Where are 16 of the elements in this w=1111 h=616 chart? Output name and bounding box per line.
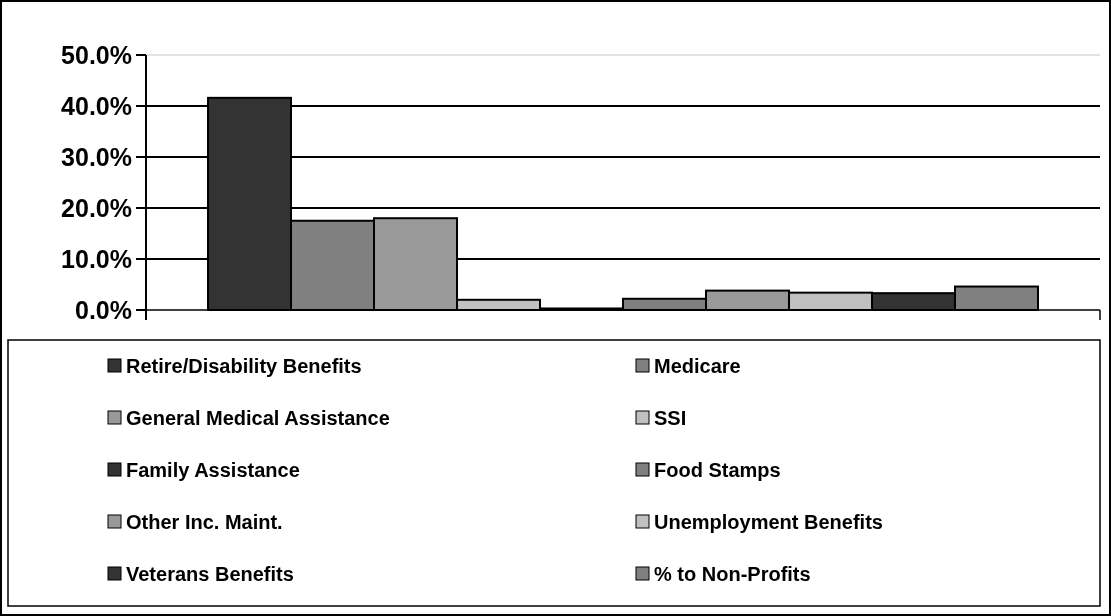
legend-label: % to Non-Profits: [654, 563, 811, 585]
y-tick-label: 30.0%: [61, 142, 132, 171]
y-tick-label: 20.0%: [61, 193, 132, 222]
legend-label: Veterans Benefits: [126, 563, 294, 585]
legend-label: SSI: [654, 407, 687, 429]
legend-label: Family Assistance: [126, 459, 300, 481]
legend-label: Medicare: [654, 355, 741, 377]
legend-label: Retire/Disability Benefits: [126, 355, 362, 377]
legend-label: Food Stamps: [654, 459, 781, 481]
y-tick-label: 10.0%: [61, 244, 132, 273]
legend-label: Other Inc. Maint.: [126, 511, 283, 533]
legend-label: General Medical Assistance: [126, 407, 390, 429]
y-tick-label: 50.0%: [61, 40, 132, 69]
legend-label: Unemployment Benefits: [654, 511, 883, 533]
y-tick-label: 0.0%: [75, 295, 132, 324]
y-tick-label: 40.0%: [61, 91, 132, 120]
